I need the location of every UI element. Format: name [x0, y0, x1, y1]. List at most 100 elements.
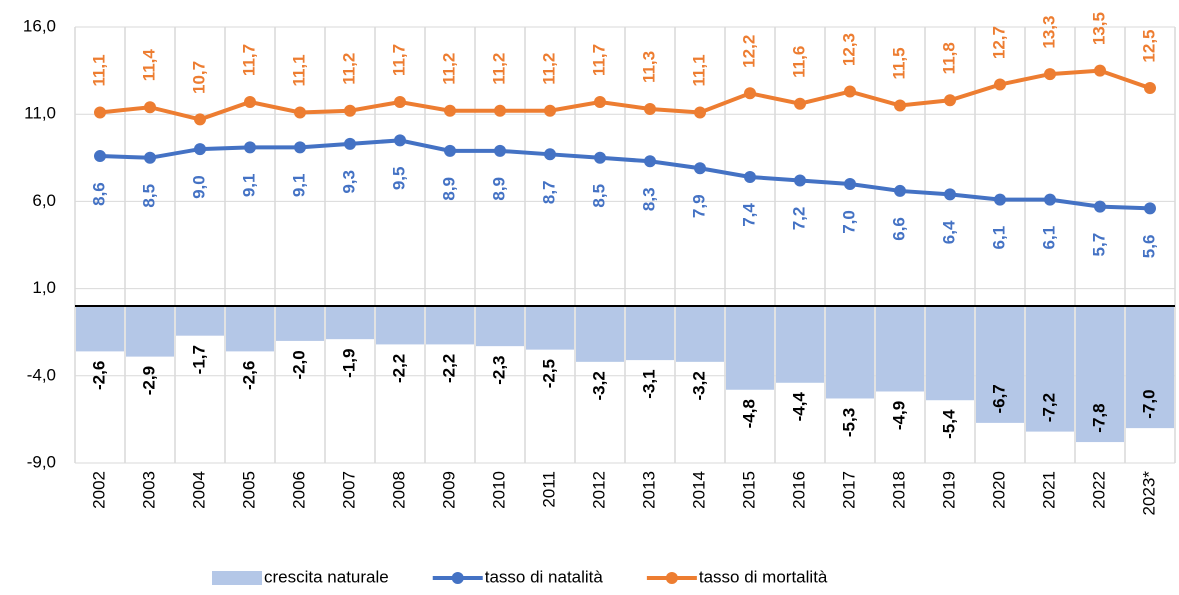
point [444, 144, 456, 157]
bar [976, 306, 1024, 423]
data-label: 13,5 [1089, 12, 1108, 45]
bar [576, 306, 624, 362]
data-label: -6,7 [989, 384, 1008, 413]
x-tick-label: 2011 [539, 471, 558, 508]
bar [226, 306, 274, 352]
legend-label: tasso di natalità [485, 567, 604, 586]
x-tick-label: 2002 [89, 471, 108, 509]
data-label: 11,6 [789, 46, 808, 78]
x-tick-label: 2007 [339, 471, 358, 509]
data-label: -1,9 [339, 349, 358, 378]
x-tick-label: 2016 [789, 471, 808, 509]
bar [476, 306, 524, 347]
point [644, 102, 656, 115]
point [444, 104, 456, 117]
bar [1026, 306, 1074, 432]
point [544, 104, 556, 117]
y-tick-label: 11,0 [24, 104, 56, 123]
bar [426, 306, 474, 345]
point [94, 150, 106, 163]
bar [276, 306, 324, 341]
data-label: 13,3 [1039, 16, 1058, 49]
data-label: 9,0 [189, 175, 208, 199]
x-tick-label: 2009 [439, 471, 458, 509]
data-label: 6,1 [1039, 226, 1058, 250]
point [144, 101, 156, 114]
data-label: -2,6 [89, 361, 108, 390]
point [294, 106, 306, 119]
point [1144, 202, 1156, 215]
point [794, 97, 806, 110]
point [1044, 193, 1056, 206]
point [744, 87, 756, 100]
point [394, 95, 406, 108]
bar [826, 306, 874, 399]
point [244, 141, 256, 154]
data-label: 8,9 [489, 177, 508, 201]
data-label: 12,5 [1139, 29, 1158, 62]
data-label: 11,1 [289, 54, 308, 86]
point [894, 99, 906, 112]
data-label: 8,6 [89, 182, 108, 206]
x-tick-label: 2020 [989, 471, 1008, 509]
x-tick-label: 2023* [1139, 471, 1158, 516]
point [344, 137, 356, 150]
data-label: 8,3 [639, 187, 658, 211]
data-label: -2,2 [389, 354, 408, 383]
data-label: 11,1 [689, 54, 708, 86]
y-tick-label: -4,0 [27, 365, 56, 384]
point [344, 104, 356, 117]
point [1144, 82, 1156, 95]
data-label: -2,5 [539, 359, 558, 388]
point [894, 184, 906, 197]
bar [676, 306, 724, 362]
data-label: -2,6 [239, 361, 258, 390]
data-label: -4,4 [789, 392, 808, 422]
data-label: -4,8 [739, 399, 758, 428]
data-label: -2,0 [289, 350, 308, 379]
point [844, 177, 856, 190]
data-label: 7,9 [689, 194, 708, 218]
y-tick-label: -9,0 [27, 452, 56, 471]
point [594, 95, 606, 108]
point [644, 155, 656, 168]
legend-marker [451, 572, 464, 584]
data-label: -2,2 [439, 354, 458, 383]
point [494, 144, 506, 157]
data-label: 8,5 [589, 184, 608, 208]
data-label: -3,2 [589, 371, 608, 400]
bar [526, 306, 574, 350]
data-label: -2,3 [489, 356, 508, 385]
x-tick-label: 2022 [1089, 471, 1108, 509]
bar [626, 306, 674, 361]
bar [726, 306, 774, 390]
point [744, 170, 756, 183]
x-tick-label: 2021 [1039, 471, 1058, 509]
data-label: 12,2 [739, 35, 758, 68]
point [94, 106, 106, 119]
data-label: 11,7 [239, 44, 258, 76]
data-label: 9,1 [289, 174, 308, 198]
x-tick-label: 2017 [839, 471, 858, 509]
data-label: -5,3 [839, 408, 858, 437]
point [694, 162, 706, 175]
data-label: -1,7 [189, 345, 208, 374]
point [994, 193, 1006, 206]
point [244, 95, 256, 108]
data-label: 11,2 [439, 53, 458, 85]
point [144, 151, 156, 164]
data-label: 11,4 [139, 49, 158, 82]
bar [326, 306, 374, 340]
data-label: -7,8 [1089, 403, 1108, 432]
data-label: 8,5 [139, 184, 158, 208]
data-label: 6,1 [989, 226, 1008, 250]
line [99, 138, 1151, 211]
point [1094, 64, 1106, 77]
legend-swatch [212, 571, 262, 585]
point [594, 151, 606, 164]
point [494, 104, 506, 117]
data-label: 9,1 [239, 174, 258, 198]
point [194, 113, 206, 126]
point [1094, 200, 1106, 213]
legend-label: crescita naturale [264, 567, 389, 586]
